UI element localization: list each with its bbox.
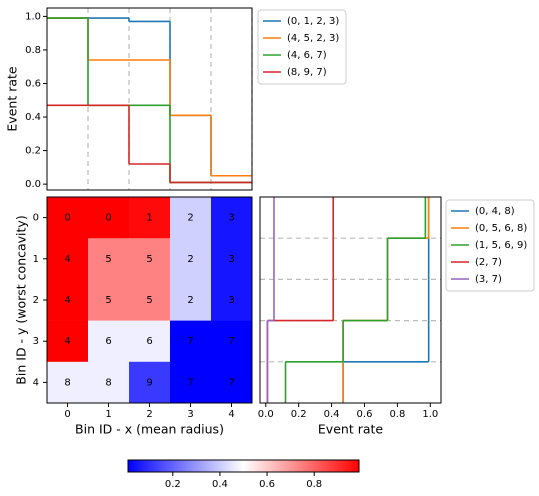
legend-box — [257, 9, 347, 85]
colorbar-tick-label: 0.6 — [259, 479, 275, 490]
heatmap-cell — [47, 320, 89, 363]
cell-label: 6 — [105, 336, 111, 347]
y-tick-label: 0.8 — [25, 45, 41, 56]
heatmap-cell — [88, 279, 130, 321]
legend-box — [445, 199, 535, 292]
heatmap-cell — [170, 197, 212, 239]
x-tick-label: 2 — [146, 409, 152, 420]
heatmap-cell — [88, 238, 130, 280]
legend-label: (4, 5, 2, 3) — [287, 33, 339, 44]
cell-label: 7 — [228, 377, 234, 388]
legend-label: (0, 5, 6, 8) — [475, 223, 527, 234]
x-tick-label: 0.8 — [389, 409, 405, 420]
heatmap-cell — [88, 361, 130, 404]
heatmap-cell — [170, 320, 212, 363]
cell-label: 1 — [146, 213, 152, 224]
heatmap-cell — [47, 238, 89, 280]
colorbar — [127, 459, 360, 473]
y-tick-label: 2 — [33, 295, 39, 306]
cell-label: 5 — [105, 254, 111, 265]
heatmap-cell — [129, 361, 171, 404]
x-tick-label: 0 — [64, 409, 70, 420]
y-axis-label: Bin ID - y (worst concavity) — [14, 215, 29, 384]
x-tick-label: 4 — [228, 409, 234, 420]
x-tick-label: 1.0 — [422, 409, 438, 420]
heatmap-cell — [129, 320, 171, 363]
cell-label: 6 — [146, 336, 152, 347]
y-tick-label: 0.6 — [25, 78, 41, 89]
legend-label: (0, 4, 8) — [475, 206, 515, 217]
legend-label: (8, 9, 7) — [287, 67, 327, 78]
cell-label: 8 — [105, 377, 111, 388]
x-axis-label: Event rate — [318, 422, 383, 437]
cell-label: 7 — [187, 336, 193, 347]
heatmap-cell — [47, 279, 89, 321]
cell-label: 0 — [105, 213, 111, 224]
heatmap-cell — [211, 197, 253, 239]
cell-label: 5 — [105, 295, 111, 306]
heatmap-cell — [129, 279, 171, 321]
x-tick-label: 3 — [187, 409, 193, 420]
cell-label: 3 — [228, 295, 234, 306]
x-tick-label: 1 — [105, 409, 111, 420]
y-tick-label: 0.4 — [25, 112, 41, 123]
colorbar-tick-label: 0.8 — [306, 479, 322, 490]
x-tick-label: 0.6 — [357, 409, 373, 420]
heatmap-cell — [88, 320, 130, 363]
axes-frame — [259, 196, 442, 404]
y-tick-label: 3 — [33, 336, 39, 347]
cell-label: 7 — [187, 377, 193, 388]
heatmap-cell — [129, 197, 171, 239]
cell-label: 5 — [146, 254, 152, 265]
cell-label: 7 — [228, 336, 234, 347]
heatmap-cell — [211, 238, 253, 280]
legend-label: (3, 7) — [475, 274, 502, 285]
heatmap-cell — [170, 279, 212, 321]
x-tick-label: 0.0 — [258, 409, 274, 420]
heatmap-cell — [170, 361, 212, 404]
cell-label: 9 — [146, 377, 152, 388]
cell-label: 8 — [64, 377, 70, 388]
cell-label: 0 — [64, 213, 70, 224]
x-axis-label: Bin ID - x (mean radius) — [75, 422, 224, 437]
cell-label: 5 — [146, 295, 152, 306]
cell-label: 2 — [187, 213, 193, 224]
heatmap-cell — [211, 361, 253, 404]
y-tick-label: 1.0 — [25, 11, 41, 22]
legend-label: (0, 1, 2, 3) — [287, 16, 339, 27]
colorbar-tick-label: 0.2 — [165, 479, 181, 490]
x-tick-label: 0.2 — [291, 409, 307, 420]
heatmap-cell — [211, 320, 253, 363]
legend-label: (1, 5, 6, 9) — [475, 240, 527, 251]
y-axis-label: Event rate — [5, 66, 20, 131]
y-tick-label: 0.0 — [25, 179, 41, 190]
cell-label: 3 — [228, 213, 234, 224]
cell-label: 3 — [228, 254, 234, 265]
cell-label: 2 — [187, 254, 193, 265]
heatmap-cell — [47, 361, 89, 404]
colorbar-tick-label: 0.4 — [212, 479, 228, 490]
heatmap-cell — [47, 197, 89, 239]
y-tick-label: 1 — [33, 254, 39, 265]
cell-label: 4 — [64, 254, 70, 265]
legend-label: (4, 6, 7) — [287, 50, 327, 61]
y-tick-label: 0.2 — [25, 146, 41, 157]
cell-label: 4 — [64, 295, 70, 306]
heatmap-cell — [170, 238, 212, 280]
x-tick-label: 0.4 — [324, 409, 340, 420]
cell-label: 4 — [64, 336, 70, 347]
axes-frame — [46, 7, 253, 191]
heatmap-cell — [88, 197, 130, 239]
y-tick-label: 0 — [33, 213, 39, 224]
heatmap-cell — [211, 279, 253, 321]
heatmap-cell — [129, 238, 171, 280]
cell-label: 2 — [187, 295, 193, 306]
y-tick-label: 4 — [33, 377, 39, 388]
legend-label: (2, 7) — [475, 257, 502, 268]
